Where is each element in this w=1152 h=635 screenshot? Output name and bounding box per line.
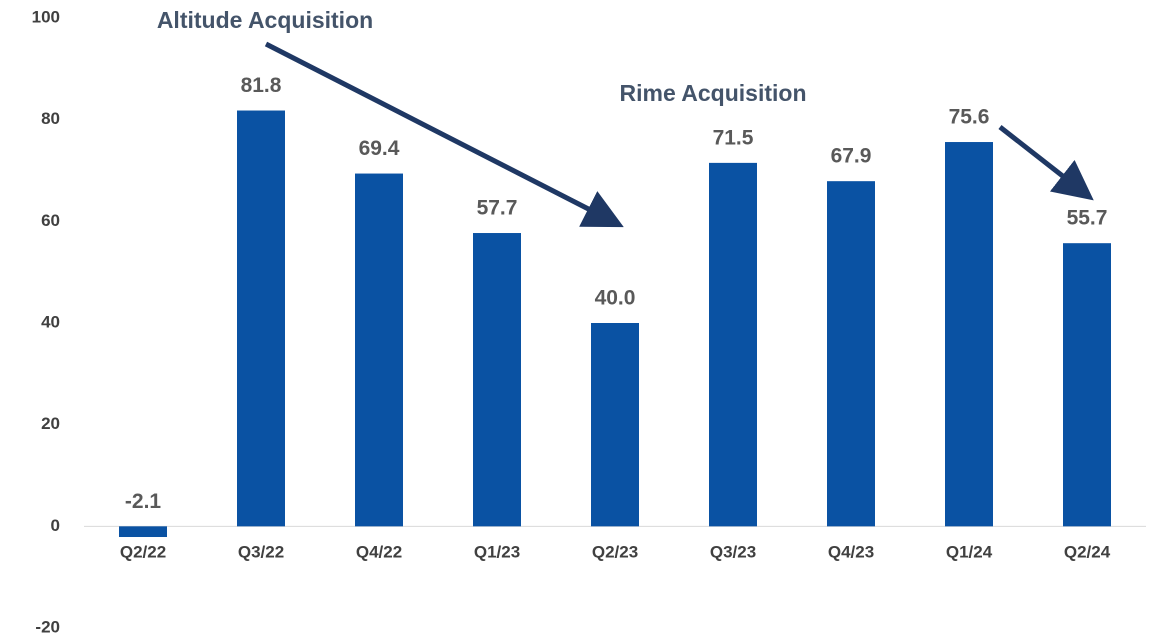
value-label: 67.9 [831,145,872,168]
annotation-arrow [264,41,624,228]
y-tick-label: 60 [41,211,60,230]
bar [827,181,875,527]
y-tick-label: 0 [51,516,60,535]
x-tick-label: Q2/23 [592,542,638,561]
bar [1063,243,1111,527]
value-label: 81.8 [241,74,282,97]
annotation-arrow [998,125,1094,201]
x-tick-label: Q4/23 [828,542,874,561]
bar [119,526,167,538]
x-tick-label: Q4/22 [356,542,402,561]
bar [473,233,521,527]
annotation: Rime Acquisition [620,80,807,106]
y-tick-label: 40 [41,312,60,331]
value-label: 57.7 [477,197,518,220]
value-label: 55.7 [1067,207,1108,230]
y-tick-label: 100 [32,7,60,26]
x-tick-label: Q3/23 [710,542,756,561]
bar [237,110,285,527]
bar [355,173,403,527]
y-tick-label: 80 [41,109,60,128]
value-label: 69.4 [359,137,400,160]
bar [591,323,639,527]
x-tick-label: Q1/24 [946,542,993,561]
x-tick-label: Q2/22 [120,542,166,561]
annotation: Altitude Acquisition [157,7,373,33]
bar [709,162,757,527]
x-tick-label: Q3/22 [238,542,284,561]
y-tick-label: -20 [35,617,60,635]
value-label: -2.1 [125,490,162,513]
value-label: 75.6 [949,106,990,129]
y-tick-label: 20 [41,414,60,433]
value-label: 40.0 [595,287,636,310]
x-tick-label: Q2/24 [1064,542,1111,561]
x-tick-label: Q1/23 [474,542,520,561]
bar [945,142,993,527]
value-label: 71.5 [713,126,754,149]
